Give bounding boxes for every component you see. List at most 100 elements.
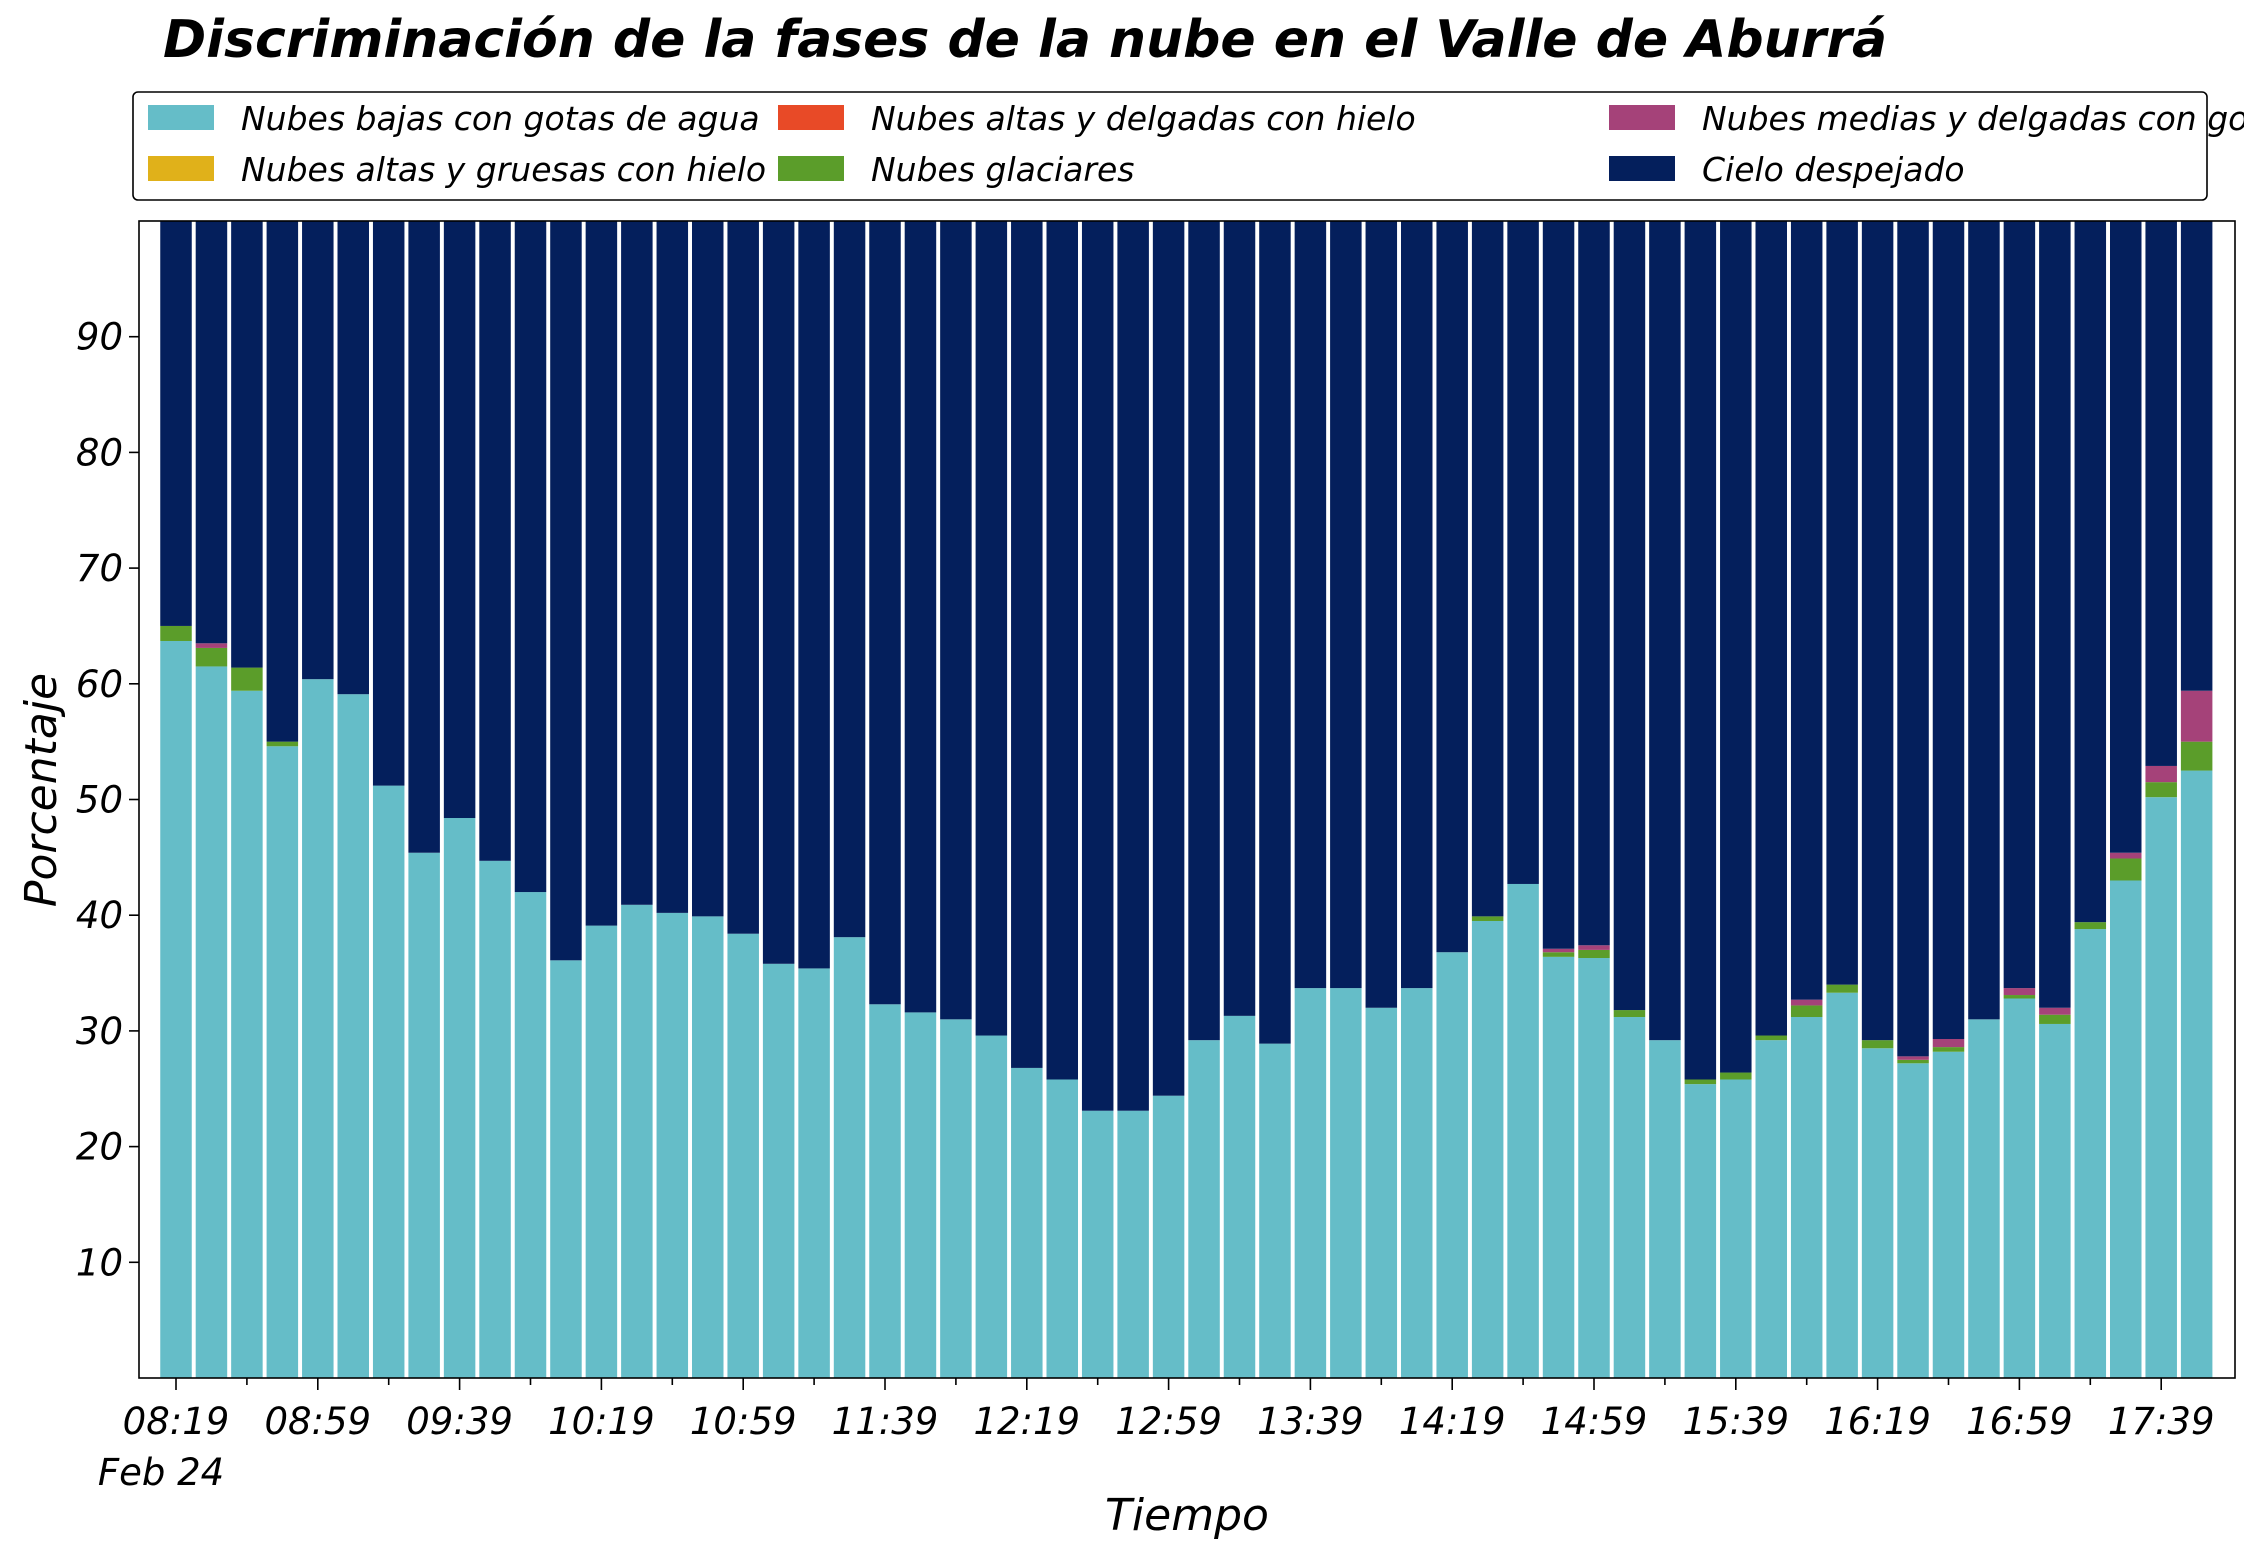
bar-cielo-despejado-1319 [1223, 221, 1256, 1016]
bar-nubes-bajas-con-gotas-de-agua-1619 [1861, 1048, 1894, 1378]
bar-nubes-bajas-con-gotas-de-agua-1309 [1188, 1040, 1220, 1378]
bar-cielo-despejado-1039 [656, 221, 689, 913]
bar-cielo-despejado-1419 [1436, 221, 1468, 953]
chart-title: Discriminación de la fases de la nube en… [163, 10, 1887, 70]
y-tick-label: 60 [76, 663, 123, 706]
bar-cielo-despejado-1339 [1294, 221, 1327, 989]
bar-nubes-bajas-con-gotas-de-agua-1119 [798, 968, 830, 1378]
bar-cielo-despejado-0839 [231, 221, 263, 668]
y-tick-label: 50 [76, 779, 123, 822]
bar-cielo-despejado-1629 [1897, 221, 1929, 1057]
bar-cielo-despejado-1059 [727, 221, 759, 934]
bar-cielo-despejado-1529 [1684, 221, 1717, 1080]
y-tick-label: 70 [76, 547, 123, 590]
legend-label-cielo-despejado: Cielo despejado [1702, 150, 1965, 189]
legend-swatch-nubes-glaciares [778, 156, 844, 181]
bar-nubes-bajas-con-gotas-de-agua-1359 [1365, 1007, 1398, 1378]
bar-nubes-glaciares-1749 [2180, 741, 2213, 771]
bar-cielo-despejado-1329 [1259, 221, 1291, 1044]
bar-cielo-despejado-1539 [1720, 221, 1752, 1073]
legend-box [132, 91, 2208, 201]
bar-cielo-despejado-1119 [798, 221, 830, 969]
bar-cielo-despejado-1359 [1365, 221, 1398, 1008]
y-tick-label: 20 [76, 1126, 123, 1169]
x-tick-label: 08:19 [123, 1400, 230, 1443]
bar-nubes-medias-y-delgadas-con-gotas-de-agua-1449 [1542, 948, 1575, 953]
bar-nubes-glaciares-1609 [1826, 984, 1858, 993]
bar-nubes-bajas-con-gotas-de-agua-0839 [231, 690, 263, 1378]
bar-nubes-bajas-con-gotas-de-agua-1039 [656, 912, 689, 1378]
bar-nubes-bajas-con-gotas-de-agua-1549 [1755, 1040, 1787, 1378]
bar-cielo-despejado-1019 [585, 221, 618, 926]
bar-cielo-despejado-1649 [1968, 221, 2000, 1020]
x-tick-label: 10:59 [690, 1400, 797, 1443]
bar-cielo-despejado-1159 [940, 221, 972, 1020]
x-tick-label: 10:19 [548, 1400, 655, 1443]
bar-nubes-bajas-con-gotas-de-agua-1349 [1330, 988, 1362, 1378]
bar-cielo-despejado-1519 [1649, 221, 1681, 1041]
y-tick-label: 30 [76, 1010, 123, 1053]
bar-nubes-glaciares-1659 [2003, 995, 2036, 999]
bar-nubes-medias-y-delgadas-con-gotas-de-agua-1659 [2003, 988, 2036, 996]
bar-nubes-bajas-con-gotas-de-agua-1659 [2003, 998, 2036, 1378]
bar-nubes-bajas-con-gotas-de-agua-1559 [1790, 1017, 1823, 1378]
legend-label-nubes-glaciares: Nubes glaciares [871, 150, 1134, 189]
legend-swatch-nubes-altas-y-delgadas-con-hielo [778, 105, 844, 130]
legend-swatch-nubes-altas-y-gruesas-con-hielo [148, 156, 214, 181]
bar-cielo-despejado-1429 [1471, 221, 1504, 917]
x-tick-label: 16:19 [1824, 1400, 1931, 1443]
bar-cielo-despejado-1749 [2180, 221, 2213, 691]
bar-cielo-despejado-1009 [550, 221, 582, 961]
bar-cielo-despejado-0929 [408, 221, 440, 853]
bar-nubes-bajas-con-gotas-de-agua-1519 [1649, 1040, 1681, 1378]
bar-nubes-bajas-con-gotas-de-agua-1059 [727, 933, 759, 1378]
bar-nubes-bajas-con-gotas-de-agua-1459 [1578, 958, 1610, 1378]
bar-cielo-despejado-1029 [621, 221, 653, 905]
bar-nubes-bajas-con-gotas-de-agua-0939 [443, 818, 476, 1378]
x-date-label: Feb 24 [98, 1451, 224, 1494]
axes: 10 20 30 40 50 60 70 80 90 08:19 08:59 09:39 10:19 10… [76, 220, 2236, 1494]
x-tick-label: 16:59 [1966, 1400, 2073, 1443]
bar-cielo-despejado-1349 [1330, 221, 1362, 989]
bar-nubes-bajas-con-gotas-de-agua-0829 [195, 666, 228, 1378]
bar-cielo-despejado-1639 [1932, 221, 1965, 1039]
bar-nubes-glaciares-1539 [1720, 1072, 1752, 1080]
legend-swatch-nubes-medias-y-delgadas-con-gotas-de-agua [1609, 105, 1675, 130]
bar-nubes-bajas-con-gotas-de-agua-1609 [1826, 992, 1858, 1378]
bar-cielo-despejado-1049 [692, 221, 724, 917]
bar-cielo-despejado-1239 [1081, 221, 1114, 1111]
bar-cielo-despejado-1509 [1613, 221, 1646, 1011]
bar-nubes-medias-y-delgadas-con-gotas-de-agua-1639 [1932, 1039, 1965, 1048]
x-tick-label: 15:39 [1682, 1400, 1789, 1443]
bar-cielo-despejado-0939 [443, 221, 476, 819]
bar-nubes-glaciares-1729 [2110, 858, 2142, 881]
bar-nubes-bajas-con-gotas-de-agua-1729 [2110, 880, 2142, 1378]
bar-cielo-despejado-1549 [1755, 221, 1787, 1036]
bar-nubes-medias-y-delgadas-con-gotas-de-agua-1629 [1897, 1056, 1929, 1060]
bar-cielo-despejado-0949 [479, 221, 511, 861]
bar-cielo-despejado-1249 [1117, 221, 1149, 1111]
bar-nubes-bajas-con-gotas-de-agua-1409 [1401, 988, 1433, 1378]
legend: Nubes bajas con gotas de agua Nubes altas… [132, 91, 2244, 201]
bar-nubes-bajas-con-gotas-de-agua-1509 [1613, 1017, 1646, 1378]
x-tick-label: 13:39 [1257, 1400, 1364, 1443]
bar-nubes-glaciares-1559 [1790, 1005, 1823, 1018]
bar-cielo-despejado-1129 [833, 221, 866, 938]
bar-nubes-bajas-con-gotas-de-agua-0959 [514, 892, 547, 1378]
bar-nubes-glaciares-0819 [160, 625, 192, 641]
bar-cielo-despejado-0859 [302, 221, 334, 680]
x-tick-label: 08:59 [264, 1400, 371, 1443]
bar-cielo-despejado-1439 [1507, 221, 1539, 884]
x-tick-label: 11:39 [832, 1400, 939, 1443]
bar-nubes-bajas-con-gotas-de-agua-1009 [550, 960, 582, 1378]
bar-nubes-bajas-con-gotas-de-agua-1339 [1294, 988, 1327, 1378]
bar-cielo-despejado-1229 [1046, 221, 1078, 1080]
y-tick-label: 10 [76, 1241, 123, 1284]
legend-swatch-nubes-bajas-con-gotas-de-agua [148, 105, 214, 130]
bar-nubes-bajas-con-gotas-de-agua-1439 [1507, 883, 1539, 1378]
legend-label-nubes-altas-y-delgadas-con-hielo: Nubes altas y delgadas con hielo [871, 99, 1416, 138]
bar-nubes-glaciares-1709 [2039, 1014, 2071, 1024]
bar-nubes-bajas-con-gotas-de-agua-1049 [692, 916, 724, 1378]
bar-nubes-medias-y-delgadas-con-gotas-de-agua-1729 [2110, 852, 2142, 859]
x-tick-label: 09:39 [406, 1400, 513, 1443]
